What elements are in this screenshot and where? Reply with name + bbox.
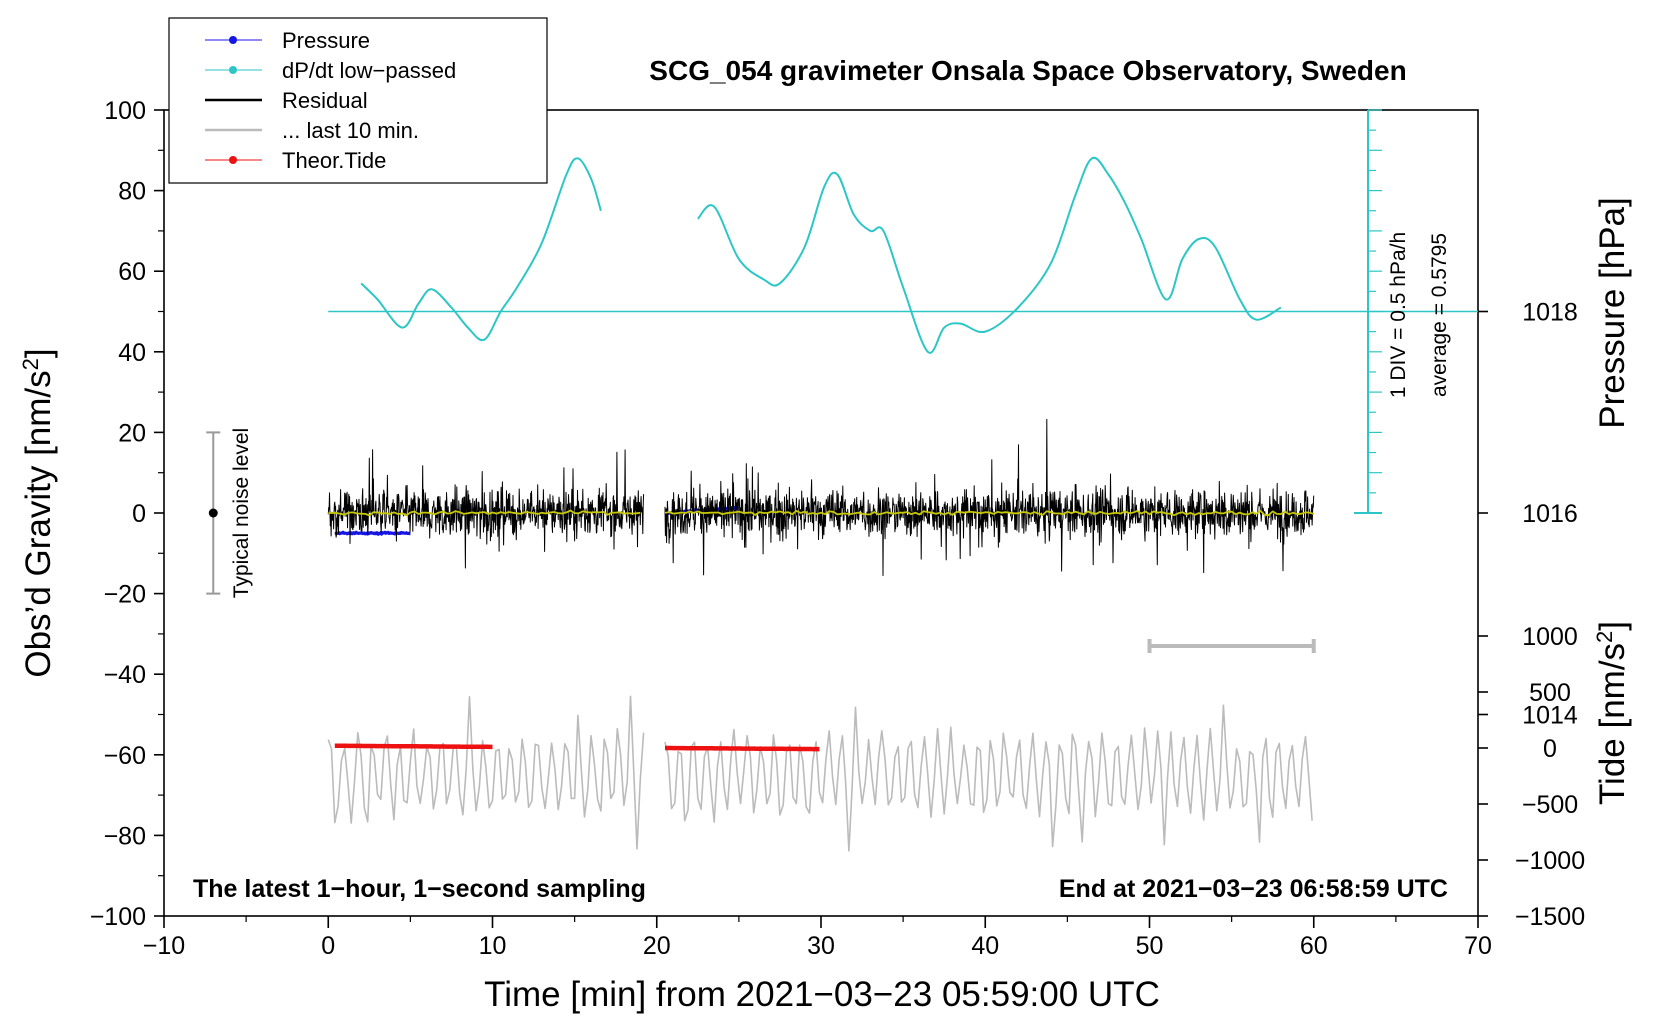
x-tick-label: 0 (321, 932, 335, 960)
x-tick-label: 50 (1136, 932, 1164, 960)
x-tick-label: 60 (1300, 932, 1328, 960)
x-tick-label: 30 (807, 932, 835, 960)
annotation-end-time: End at 2021−03−23 06:58:59 UTC (1059, 875, 1448, 903)
pressure-tick-label: 1016 (1522, 500, 1578, 528)
tide-tick-label: 1000 (1522, 623, 1578, 651)
y-tick-label: 80 (118, 178, 146, 206)
dpdt-line (360, 157, 602, 342)
pressure-line (334, 530, 412, 536)
residual-line (327, 449, 645, 569)
tide-tick-label: −500 (1522, 791, 1578, 819)
x-tick-label: −10 (143, 932, 185, 960)
legend-label: Theor.Tide (282, 148, 386, 173)
legend-marker (229, 36, 237, 44)
last-10-min-line (327, 695, 645, 850)
chart-layer-series (327, 156, 1315, 852)
y-axis-label-tide-close: ] (1593, 621, 1632, 631)
dpdt-average-label: average = 0.5795 (1428, 233, 1451, 397)
legend: Pressure dP/dt low−passed Residual ... last… (168, 17, 548, 184)
x-tick-label: 70 (1464, 932, 1492, 960)
x-tick-label: 40 (971, 932, 999, 960)
y-tick-label: 20 (118, 419, 146, 447)
tide-tick-label: −1000 (1515, 847, 1585, 875)
y-tick-label: 100 (104, 97, 146, 125)
chart-title: SCG_054 gravimeter Onsala Space Observat… (649, 55, 1406, 86)
y-tick-label: −80 (104, 822, 146, 850)
y-axis-label-left-text: Obs’d Gravity [nm/s (19, 370, 58, 677)
residual-smoothed-line (664, 510, 1315, 517)
y-tick-label: −40 (104, 661, 146, 689)
x-tick-label: 10 (479, 932, 507, 960)
dpdt-scale-label: 1 DIV = 0.5 hPa/h (1387, 232, 1410, 398)
pressure-tick-label: 1014 (1522, 702, 1578, 730)
last-10-min-line (664, 704, 1313, 852)
pressure-tick-label: 1018 (1522, 299, 1578, 327)
noise-level-label: Typical noise level (230, 428, 253, 598)
tide-line (664, 745, 820, 752)
y-tick-label: −100 (90, 903, 146, 931)
chart-layer-axes: −10 0 10 20 30 40 50 60 70−100−80−60−40−20020406… (90, 97, 1585, 960)
y-axis-label-left: Obs’d Gravity [nm/s2] (18, 348, 59, 677)
tide-tick-label: 500 (1529, 679, 1571, 707)
tide-tick-label: 0 (1543, 735, 1557, 763)
tide-line (334, 743, 494, 750)
residual-line (664, 418, 1315, 576)
y-axis-label-tide-text: Tide [nm/s (1593, 643, 1632, 805)
legend-label: Residual (282, 88, 368, 113)
y-axis-label-pressure: Pressure [hPa] (1593, 197, 1632, 429)
x-tick-label: 20 (643, 932, 671, 960)
legend-label: ... last 10 min. (282, 118, 419, 143)
legend-marker (229, 66, 237, 74)
tide-tick-label: −1500 (1515, 903, 1585, 931)
y-axis-label-tide-sup: 2 (1592, 631, 1617, 643)
annotation-sampling: The latest 1−hour, 1−second sampling (193, 875, 646, 903)
y-tick-label: 60 (118, 258, 146, 286)
noise-bar-dot (208, 508, 218, 518)
dpdt-line (697, 156, 1282, 354)
legend-label: dP/dt low−passed (282, 58, 456, 83)
x-axis-label: Time [min] from 2021−03−23 05:59:00 UTC (484, 975, 1160, 1014)
y-axis-label-left-sup: 2 (18, 358, 43, 370)
legend-marker (229, 156, 237, 164)
y-tick-label: −20 (104, 581, 146, 609)
y-axis-label-tide: Tide [nm/s2] (1592, 621, 1633, 805)
y-tick-label: 40 (118, 339, 146, 367)
y-tick-label: 0 (132, 500, 146, 528)
residual-smoothed-line (328, 509, 641, 517)
legend-label: Pressure (282, 28, 370, 53)
y-tick-label: −60 (104, 742, 146, 770)
y-axis-label-left-close: ] (19, 348, 58, 358)
